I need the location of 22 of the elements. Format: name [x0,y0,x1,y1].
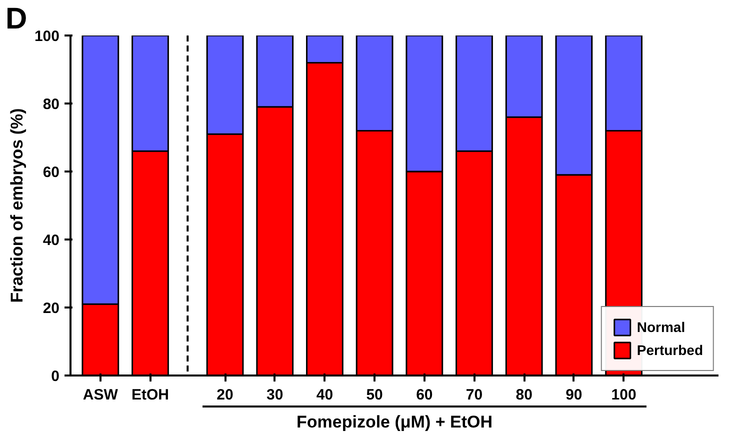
x-tick-label: ASW [82,386,119,404]
y-tick-label: 0 [51,368,60,385]
y-tick-label: 20 [42,300,60,317]
y-tick-label: 100 [34,28,60,45]
y-tick-label: 80 [42,96,60,113]
x-tick-label: 60 [416,386,433,404]
x-axis-title: Fomepizole (μM) + EtOH [296,412,493,432]
x-tick-label: 30 [266,386,284,404]
x-tick-label: 80 [516,386,532,404]
y-axis-title: Fraction of embryos (%) [7,108,26,303]
x-tick-label: 50 [366,386,383,404]
x-tick-label: 70 [466,386,483,404]
x-tick-label: 100 [611,386,636,404]
text: D [6,2,28,36]
x-tick-label: 20 [216,386,234,404]
legend-label: Perturbed [636,342,703,358]
y-tick-label: 60 [42,164,60,181]
legend-label: Normal [636,319,686,335]
x-tick-label: EtOH [132,386,170,404]
x-tick-label: 40 [316,386,334,404]
x-tick-label: 90 [566,386,582,404]
y-tick-label: 40 [42,232,60,249]
